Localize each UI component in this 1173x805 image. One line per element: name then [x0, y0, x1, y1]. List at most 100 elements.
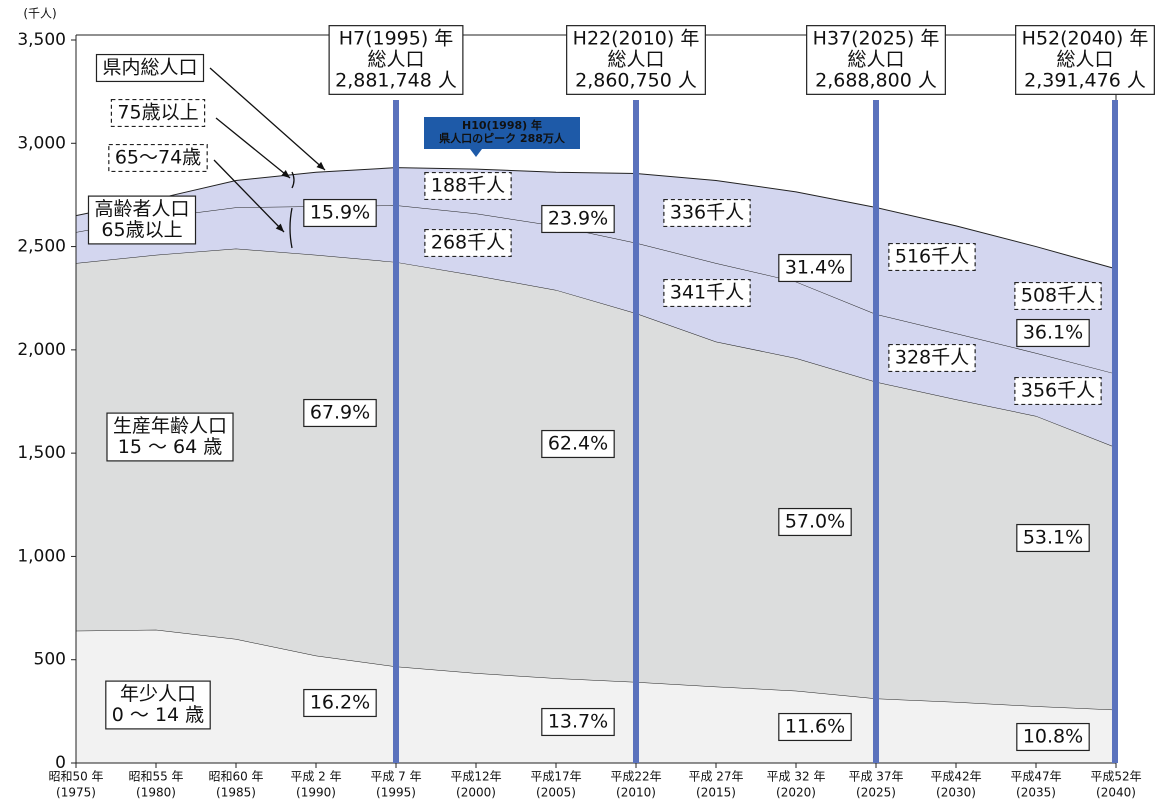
share-label-box	[303, 688, 377, 718]
callout-box	[566, 25, 706, 95]
share-label: 53.1%	[1023, 527, 1083, 549]
callout: 2,688,800 人	[815, 69, 937, 91]
legend-label: 生産年齢人口	[113, 415, 227, 437]
x-tick-label: 昭和50 年	[48, 770, 103, 784]
share-label: 11.6%	[785, 716, 845, 738]
elderly-label: 高齢者人口	[94, 198, 189, 220]
x-tick-year: (2015)	[696, 786, 736, 800]
callout-box	[1015, 25, 1155, 95]
total-label: 県内総人口	[102, 57, 197, 79]
legend-label: 15 ～ 64 歳	[118, 436, 222, 458]
legend-label: 75歳以上	[117, 102, 198, 124]
share-label-box	[1016, 523, 1090, 553]
share-label: 31.4%	[785, 257, 845, 279]
share-label: 10.8%	[1023, 726, 1083, 748]
share-label-box	[778, 712, 852, 742]
brace	[289, 171, 295, 249]
arrow	[215, 117, 291, 179]
x-tick-year: (2005)	[536, 786, 576, 800]
callout-box	[328, 25, 464, 95]
year-marker	[873, 100, 879, 763]
count-label: 516千人	[895, 246, 969, 268]
peak-box	[424, 117, 580, 149]
arrow-head	[316, 161, 325, 170]
share-label-box	[303, 398, 377, 428]
share-label: 62.4%	[548, 433, 608, 455]
peak-note: H10(1998) 年	[462, 118, 542, 132]
callout: 総人口	[1056, 49, 1113, 71]
arrow-head	[281, 170, 290, 178]
y-tick-label: 500	[34, 650, 66, 670]
callout: 総人口	[847, 49, 904, 71]
peak-pointer	[470, 149, 482, 157]
x-tick-year: (1985)	[216, 786, 256, 800]
callout: 総人口	[607, 49, 664, 71]
x-tick-year: (1990)	[296, 786, 336, 800]
share-label-box	[541, 707, 615, 737]
legend-label: 65～74歳	[115, 147, 201, 169]
x-tick-year: (1995)	[376, 786, 416, 800]
peak-note: 県人口のピーク 288万人	[439, 131, 566, 145]
x-tick-year: (2020)	[776, 786, 816, 800]
area	[76, 167, 1116, 374]
count-label: 328千人	[895, 347, 969, 369]
callout: 2,391,476 人	[1024, 69, 1146, 91]
legend-label: 0 ～ 14 歳	[112, 704, 204, 726]
elderly-label-box	[87, 195, 197, 245]
legend-label-box	[108, 143, 208, 173]
count-label: 336千人	[670, 202, 744, 224]
count-label: 356千人	[1021, 380, 1095, 402]
callout-box	[806, 25, 946, 95]
callout: H7(1995) 年	[339, 28, 454, 50]
callout: 2,881,748 人	[335, 69, 457, 91]
x-tick-label: 平成 32 年	[767, 770, 826, 784]
count-label: 508千人	[1021, 285, 1095, 307]
y-tick-label: 1,500	[17, 443, 66, 463]
share-label-box	[303, 198, 377, 228]
callout: H52(2040) 年	[1022, 28, 1149, 50]
y-tick-label: 0	[55, 753, 66, 773]
count-label-box	[1014, 376, 1102, 406]
x-tick-label: 平成 7 年	[370, 770, 421, 784]
y-unit: (千人)	[23, 7, 56, 21]
x-tick-year: (2035)	[1016, 786, 1056, 800]
area-edge	[75, 167, 1117, 270]
x-tick-label: 平成 2 年	[290, 770, 341, 784]
area	[76, 248, 1116, 710]
x-tick-label: 平成12年	[450, 770, 501, 784]
elderly-label: 65歳以上	[101, 219, 182, 241]
x-tick-label: 平成17年	[530, 770, 581, 784]
share-label: 57.0%	[785, 511, 845, 533]
callout: 総人口	[367, 49, 424, 71]
arrow	[209, 67, 326, 171]
y-tick-label: 1,000	[17, 546, 66, 566]
legend-label-box	[106, 412, 234, 462]
y-tick-label: 3,500	[17, 30, 66, 50]
share-label: 16.2%	[310, 692, 370, 714]
x-tick-year: (2000)	[456, 786, 496, 800]
share-label-box	[1016, 722, 1090, 752]
share-label-box	[541, 204, 615, 234]
count-label-box	[424, 171, 512, 201]
legend-label-box	[110, 98, 206, 128]
x-tick-year: (1975)	[56, 786, 96, 800]
arrow-head	[275, 223, 284, 232]
share-label-box	[778, 507, 852, 537]
count-label-box	[1014, 281, 1102, 311]
count-label: 188千人	[431, 175, 505, 197]
year-marker	[633, 100, 639, 763]
callout: H37(2025) 年	[813, 28, 940, 50]
y-tick-label: 2,500	[17, 237, 66, 257]
x-tick-label: 平成42年	[930, 770, 981, 784]
year-marker	[1112, 100, 1118, 763]
x-tick-year: (2025)	[856, 786, 896, 800]
share-label: 67.9%	[310, 402, 370, 424]
x-tick-label: 平成 37年	[848, 770, 903, 784]
x-tick-year: (2040)	[1096, 786, 1136, 800]
callout: 2,860,750 人	[575, 69, 697, 91]
x-tick-year: (1980)	[136, 786, 176, 800]
count-label: 268千人	[431, 232, 505, 254]
x-tick-label: 平成 27年	[688, 770, 743, 784]
count-label-box	[424, 228, 512, 258]
